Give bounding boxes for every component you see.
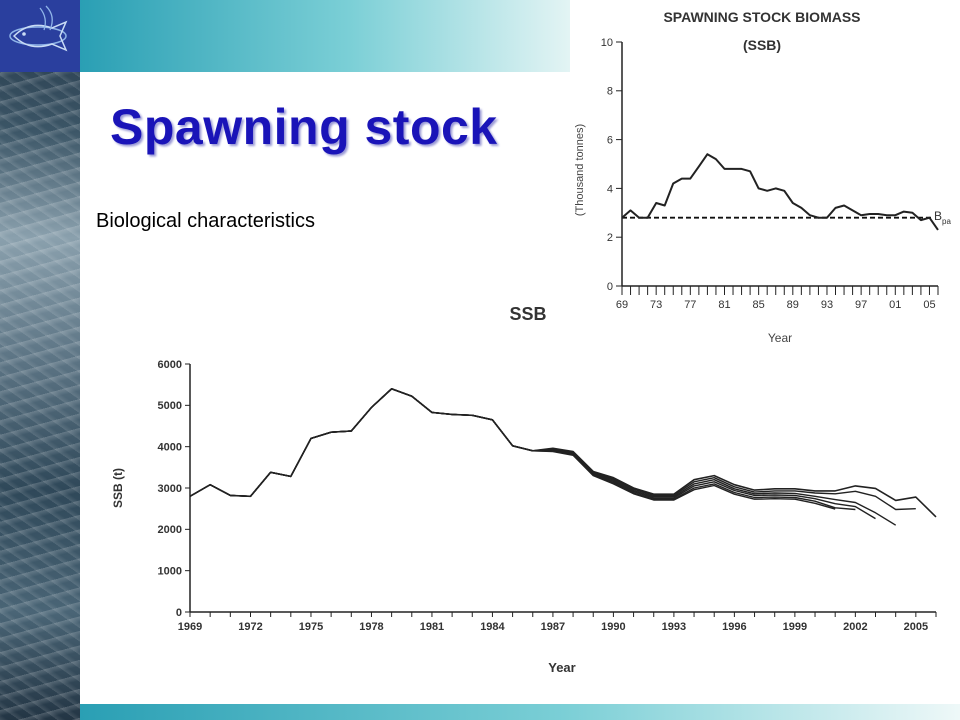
main-x-tick-label: 1972 <box>238 621 262 633</box>
footer-band <box>80 704 960 720</box>
main-x-tick-label: 1978 <box>359 621 383 633</box>
main-x-tick-label: 1993 <box>662 621 686 633</box>
main-chart-ylabel: SSB (t) <box>111 468 125 508</box>
main-x-tick-label: 1990 <box>601 621 625 633</box>
main-x-tick-label: 1981 <box>420 621 444 633</box>
inset-x-tick-label: 05 <box>923 299 935 311</box>
main-y-tick-label: 2000 <box>158 524 182 536</box>
inset-series-line-1 <box>621 153 939 231</box>
main-y-tick-label: 3000 <box>158 483 182 495</box>
inset-chart: SPAWNING STOCK BIOMASS (SSB) (Thousand t… <box>570 0 960 352</box>
inset-x-tick-label: 97 <box>855 299 867 311</box>
inset-x-tick-label: 81 <box>718 299 730 311</box>
inset-chart-xlabel: Year <box>768 331 792 345</box>
main-y-tick-label: 4000 <box>158 442 182 454</box>
main-x-tick-label: 2005 <box>904 621 928 633</box>
main-x-tick-label: 1969 <box>178 621 202 633</box>
main-y-tick-label: 1000 <box>158 566 182 578</box>
main-chart-svg: SSB SSB (t) Year 0 1000 2000 3000 4000 5000 60… <box>111 304 937 675</box>
inset-x-tick-label: 85 <box>753 299 765 311</box>
main-x-tick-label: 1984 <box>480 621 505 633</box>
main-x-tick-label: 1987 <box>541 621 565 633</box>
sea-background <box>0 0 80 720</box>
main-x-tick-label: 1975 <box>299 621 323 633</box>
inset-y-tick-label: 10 <box>601 37 613 49</box>
inset-x-tick-label: 89 <box>787 299 799 311</box>
inset-x-tick-label: 73 <box>650 299 662 311</box>
inset-y-tick-label: 0 <box>607 281 613 293</box>
inset-x-tick-label: 69 <box>616 299 628 311</box>
inset-chart-svg: SPAWNING STOCK BIOMASS (SSB) (Thousand t… <box>574 9 951 345</box>
inset-y-tick-label: 6 <box>607 134 613 146</box>
inset-bpa-label: B <box>934 209 942 223</box>
main-x-tick-label: 1999 <box>783 621 807 633</box>
main-y-tick-label: 5000 <box>158 400 182 412</box>
inset-y-tick-label: 8 <box>607 86 613 98</box>
inset-y-tick-label: 2 <box>607 232 613 244</box>
inset-bpa-subscript: pa <box>942 217 951 226</box>
main-series-line-3 <box>189 388 897 526</box>
inset-y-tick-label: 4 <box>607 183 613 195</box>
inset-x-tick-label: 01 <box>889 299 901 311</box>
inset-x-tick-label: 77 <box>684 299 696 311</box>
slide-subtitle: Biological characteristics <box>96 210 315 232</box>
main-chart-title: SSB <box>509 304 546 324</box>
main-chart: SSB SSB (t) Year 0 1000 2000 3000 4000 5000 60… <box>100 298 946 702</box>
main-series-line-6 <box>189 388 836 510</box>
inset-x-tick-label: 93 <box>821 299 833 311</box>
slide-title: Spawning stock <box>110 99 498 155</box>
inset-chart-title: SPAWNING STOCK BIOMASS <box>663 9 860 25</box>
main-x-tick-label: 1996 <box>722 621 746 633</box>
main-x-tick-label: 2002 <box>843 621 867 633</box>
header-band <box>80 0 570 72</box>
fish-logo-icon <box>9 5 68 52</box>
inset-chart-ylabel: (Thousand tonnes) <box>574 124 586 216</box>
inset-chart-subtitle: (SSB) <box>743 37 781 53</box>
main-chart-xlabel: Year <box>548 660 575 675</box>
logo <box>0 0 80 72</box>
main-y-tick-label: 0 <box>176 607 182 619</box>
main-y-tick-label: 6000 <box>158 359 182 371</box>
